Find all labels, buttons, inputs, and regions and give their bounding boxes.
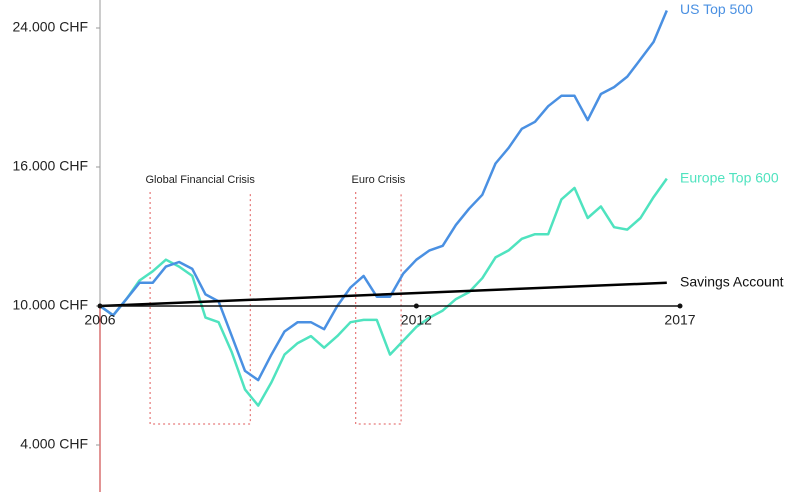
y-tick-label: 24.000 CHF: [13, 19, 88, 35]
crisis-label: Global Financial Crisis: [145, 174, 255, 186]
series-line: [99, 177, 668, 407]
series-label: US Top 500: [680, 1, 753, 17]
crisis-box: [149, 192, 251, 425]
y-tick-label: 4.000 CHF: [20, 436, 88, 452]
x-tick: [677, 303, 683, 309]
crisis-box: [355, 192, 402, 425]
y-tick-label: 10.000 CHF: [13, 297, 88, 313]
x-tick-label: 2006: [84, 312, 115, 328]
crisis-label: Euro Crisis: [352, 174, 406, 186]
x-tick-label: 2012: [401, 312, 432, 328]
x-tick: [413, 303, 419, 309]
x-tick-label: 2017: [664, 312, 695, 328]
x-tick: [97, 303, 103, 309]
series-line: [99, 281, 667, 308]
series-line: [99, 10, 668, 382]
series-label: Savings Account: [680, 274, 784, 290]
series-label: Europe Top 600: [680, 169, 779, 185]
y-tick-label: 16.000 CHF: [13, 158, 88, 174]
